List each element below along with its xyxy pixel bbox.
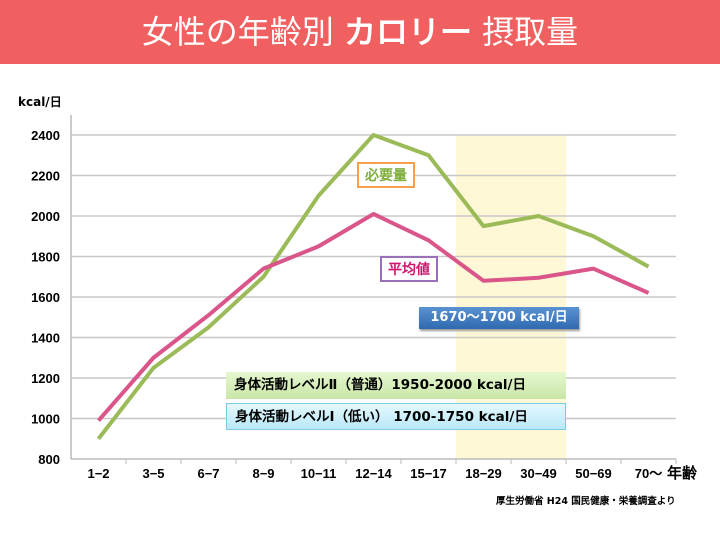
source-note: 厚生労働省 H24 国民健康・栄養調査より xyxy=(496,496,676,507)
x-tick-label: 10−11 xyxy=(301,466,337,481)
x-tick-label: 30−49 xyxy=(520,466,557,481)
x-tick-label: 3−5 xyxy=(142,466,164,481)
x-tick-label: 8−9 xyxy=(252,466,274,481)
average-range-label: 1670〜1700 kcal/日 xyxy=(419,307,579,329)
y-tick-label: 1800 xyxy=(31,250,60,265)
y-tick-label: 1600 xyxy=(31,290,60,305)
y-axis-label: kcal/日 xyxy=(18,95,62,109)
y-tick-label: 1400 xyxy=(31,331,60,346)
y-tick-label: 2400 xyxy=(31,128,60,143)
x-tick-label: 50−69 xyxy=(575,466,612,481)
x-tick-label: 15−17 xyxy=(410,466,447,481)
y-tick-label: 2000 xyxy=(31,209,60,224)
activity-level-1-label: 身体活動レベルⅠ（低い） 1700-1750 kcal/日 xyxy=(226,403,566,430)
y-tick-label: 800 xyxy=(38,452,60,467)
legend-average: 平均値 xyxy=(380,256,438,282)
x-tick-label: 12−14 xyxy=(355,466,392,481)
x-tick-label: 70〜 xyxy=(635,466,662,481)
page-title: 女性の年齢別 カロリー 摂取量 xyxy=(0,0,720,64)
legend-required: 必要量 xyxy=(357,162,415,188)
title-part: 摂取量 xyxy=(472,13,579,51)
y-tick-label: 2200 xyxy=(31,169,60,184)
x-tick-label: 18−29 xyxy=(465,466,502,481)
title-bold: カロリー xyxy=(343,13,472,51)
x-axis-label: 年齢 xyxy=(667,464,698,482)
y-tick-label: 1200 xyxy=(31,371,60,386)
x-tick-label: 6−7 xyxy=(197,466,219,481)
y-tick-label: 1000 xyxy=(31,412,60,427)
title-part: 女性の年齢別 xyxy=(141,13,344,51)
x-tick-label: 1−2 xyxy=(87,466,109,481)
activity-level-2-label: 身体活動レベルⅡ（普通）1950-2000 kcal/日 xyxy=(226,372,566,399)
